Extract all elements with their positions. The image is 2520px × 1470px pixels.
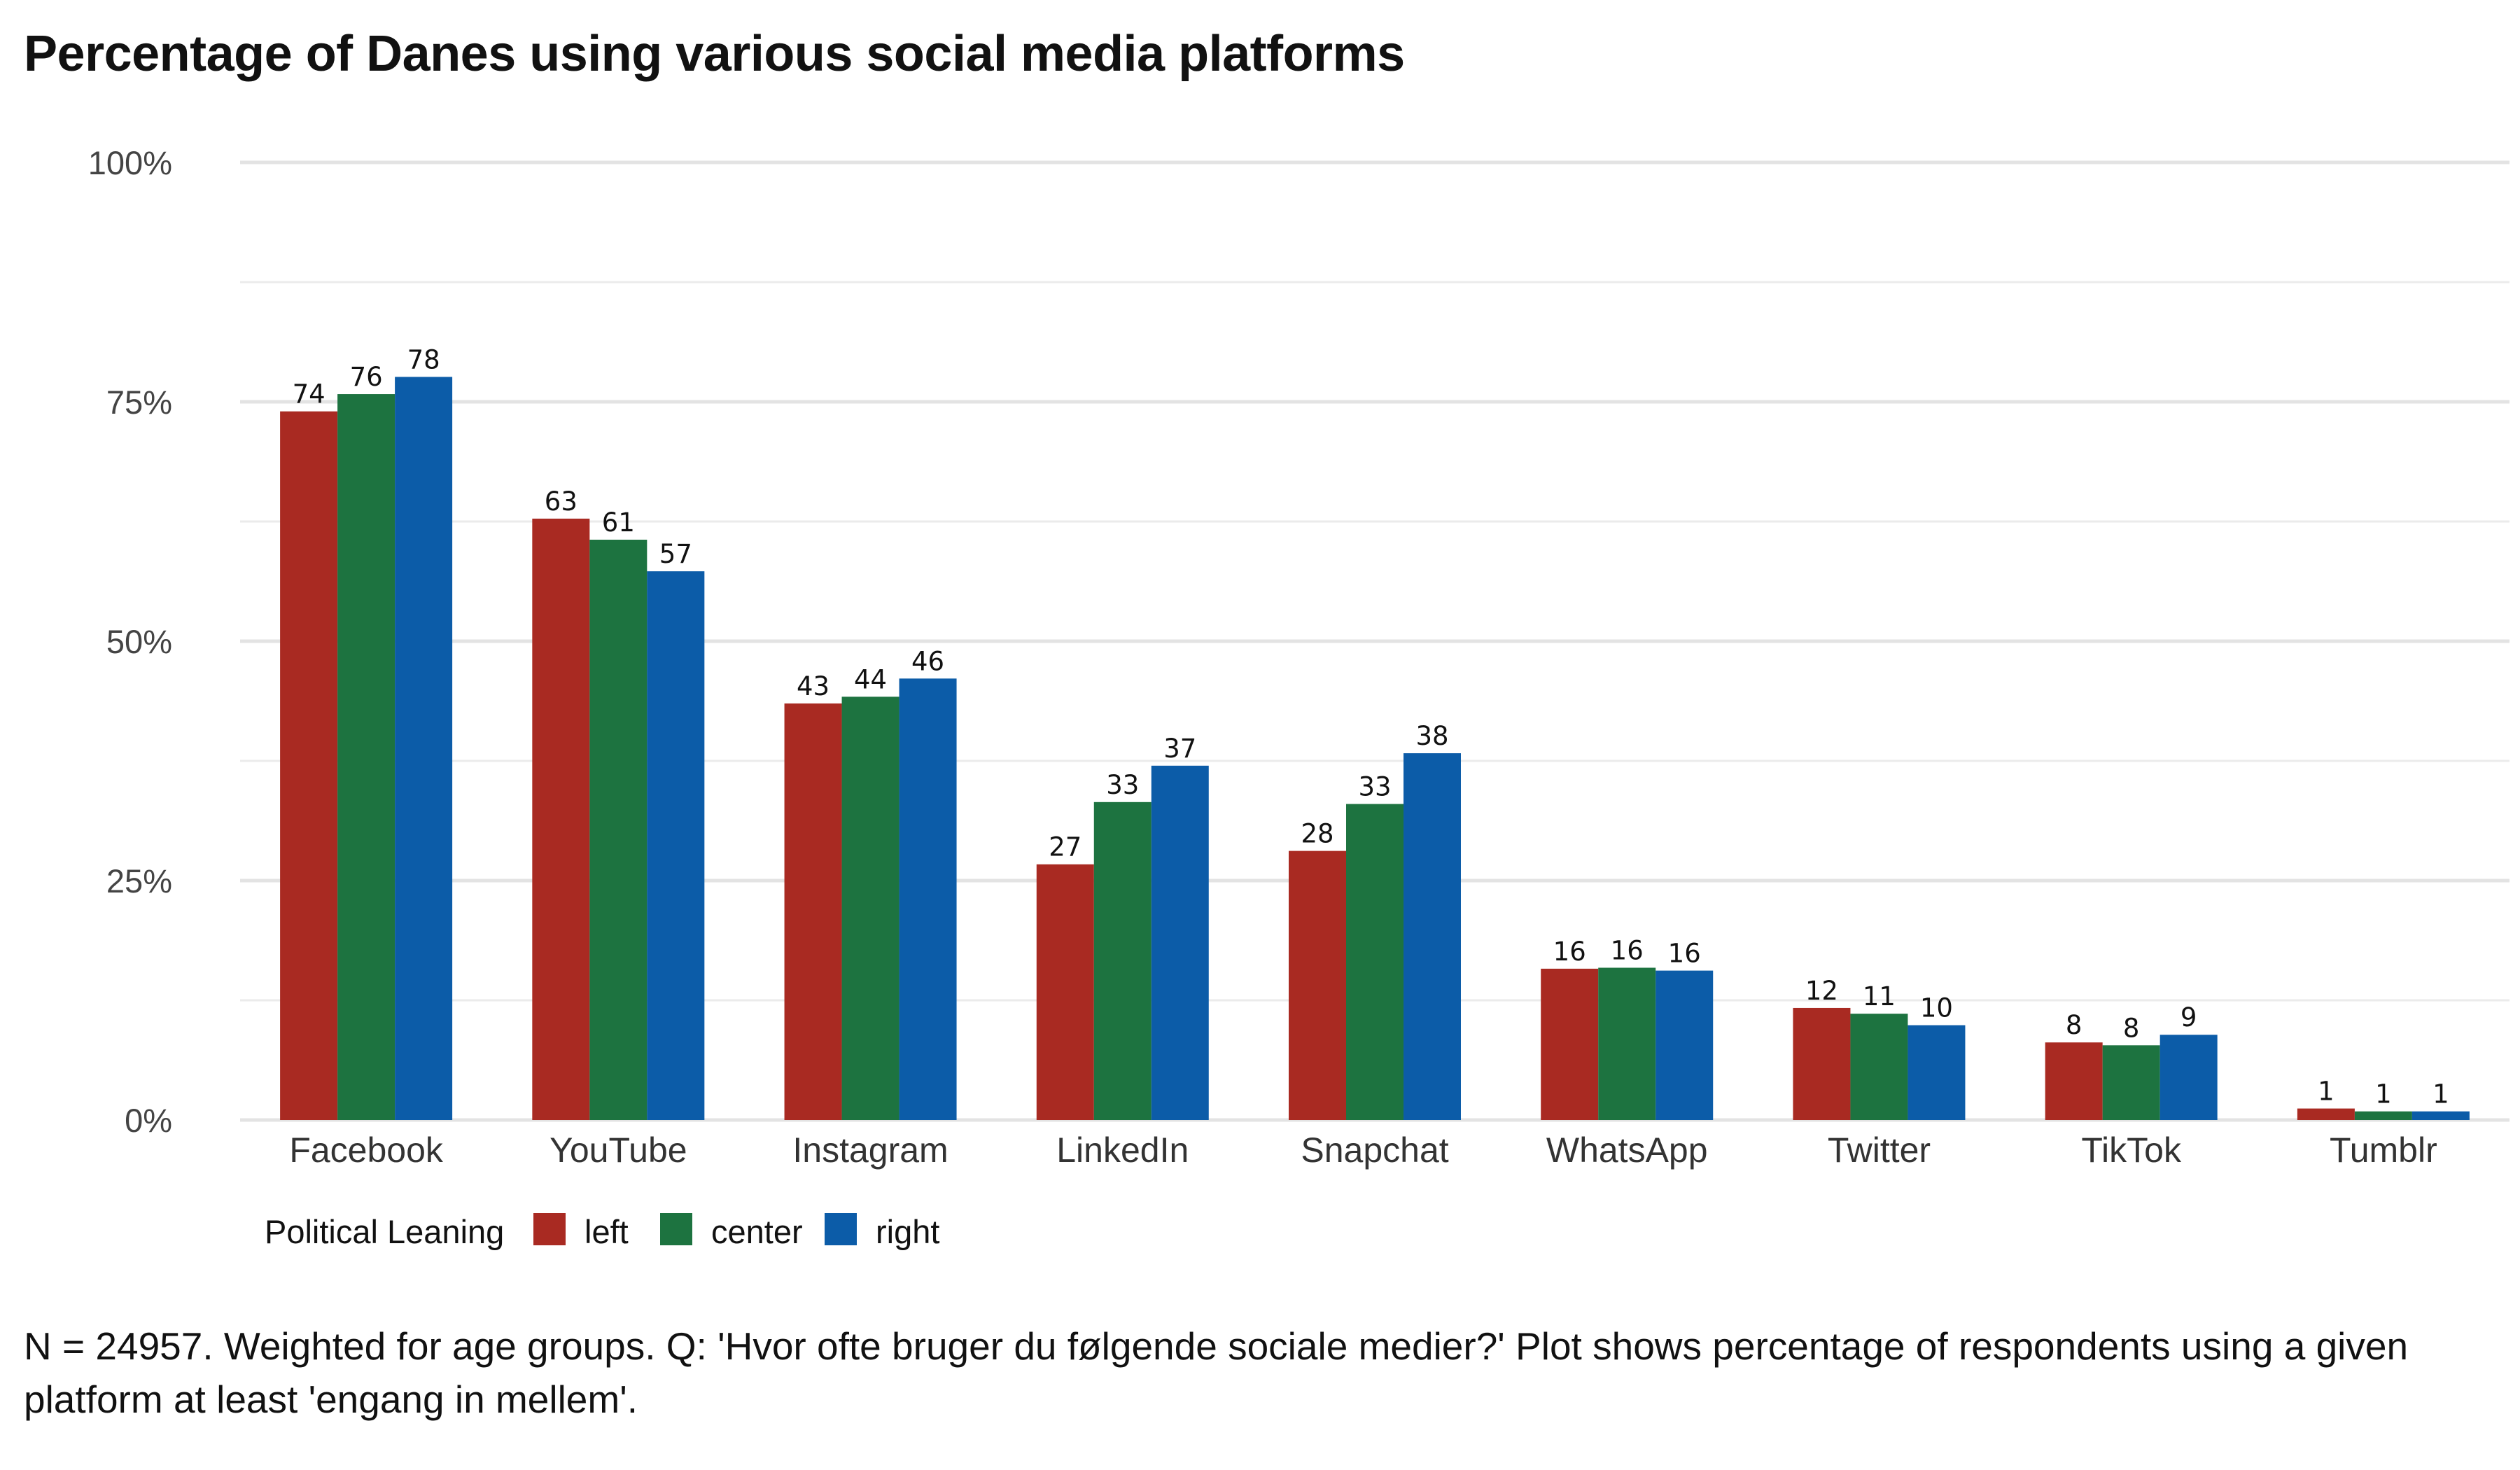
bar-center: [589, 539, 648, 1120]
data-label: 1: [2375, 1079, 2392, 1110]
legend-label-center: center: [711, 1213, 803, 1250]
x-tick-label: Snapchat: [1301, 1130, 1448, 1170]
y-tick-label: 0%: [125, 1102, 172, 1139]
bars: [280, 377, 2470, 1120]
bar-center: [2354, 1111, 2412, 1120]
x-tick-label: Twitter: [1828, 1130, 1931, 1170]
bar-left: [1036, 864, 1094, 1120]
bar-right: [395, 377, 453, 1120]
data-label: 61: [602, 507, 635, 538]
bar-right: [2160, 1035, 2218, 1120]
bar-left: [1541, 968, 1599, 1120]
bar-left: [2297, 1108, 2355, 1120]
legend-title: Political Leaning: [265, 1213, 504, 1250]
y-tick-label: 25%: [106, 862, 172, 899]
bar-right: [1404, 753, 1461, 1120]
data-label: 33: [1358, 772, 1391, 802]
chart-caption: N = 24957. Weighted for age groups. Q: '…: [24, 1324, 2409, 1421]
bar-center: [1346, 804, 1404, 1120]
data-label: 27: [1049, 832, 1082, 862]
bar-center: [337, 394, 396, 1120]
x-tick-label: Tumblr: [2330, 1130, 2437, 1170]
bar-center: [1598, 967, 1656, 1120]
bar-center: [841, 696, 899, 1120]
y-tick-label: 50%: [106, 623, 172, 660]
data-label: 28: [1301, 819, 1334, 849]
bar-right: [647, 571, 705, 1120]
data-label: 16: [1553, 937, 1586, 967]
data-label: 63: [545, 486, 578, 517]
x-tick-label: LinkedIn: [1056, 1130, 1189, 1170]
bar-right: [899, 678, 957, 1120]
data-label: 1: [2432, 1079, 2449, 1110]
y-tick-label: 75%: [106, 384, 172, 421]
data-label: 16: [1668, 939, 1701, 969]
x-tick-label: TikTok: [2081, 1130, 2182, 1170]
data-label: 33: [1106, 770, 1139, 800]
data-label: 1: [2318, 1077, 2334, 1107]
x-tick-label: Instagram: [792, 1130, 948, 1170]
bar-right: [1151, 765, 1209, 1120]
bar-left: [2045, 1042, 2103, 1120]
bar-center: [2102, 1045, 2160, 1120]
legend-swatch-left: [533, 1213, 566, 1245]
chart-title: Percentage of Danes using various social…: [24, 26, 1405, 82]
bar-right: [2412, 1111, 2470, 1120]
bar-right: [1907, 1025, 1966, 1120]
data-label: 44: [854, 664, 887, 694]
legend-label-left: left: [584, 1213, 629, 1250]
bar-left: [532, 518, 590, 1120]
x-tick-label: YouTube: [550, 1130, 687, 1170]
data-label: 46: [911, 646, 944, 676]
data-label: 37: [1163, 734, 1196, 764]
bar-chart: 0% 25% 50% 75% 100% 74 76 78 63 61 57 43 44 46 27 33 37…: [88, 144, 2510, 1250]
data-label: 43: [797, 671, 830, 701]
bar-left: [280, 411, 338, 1120]
data-label: 38: [1415, 721, 1448, 751]
x-axis-ticks: Facebook YouTube Instagram LinkedIn Snapchat…: [289, 1130, 2437, 1170]
data-label: 8: [2123, 1013, 2140, 1043]
data-label: 76: [350, 362, 383, 392]
data-label: 10: [1920, 993, 1953, 1023]
bar-center: [1850, 1014, 1908, 1120]
legend-label-right: right: [876, 1213, 939, 1250]
data-label: 8: [2066, 1010, 2082, 1040]
y-tick-label: 100%: [88, 144, 172, 181]
data-label: 9: [2180, 1002, 2197, 1032]
data-label: 78: [407, 344, 440, 374]
bar-center: [1093, 802, 1152, 1120]
data-label: 12: [1805, 976, 1838, 1006]
legend-swatch-center: [660, 1213, 692, 1245]
bar-left: [1793, 1007, 1851, 1120]
bar-right: [1656, 970, 1714, 1120]
legend-swatch-right: [825, 1213, 857, 1245]
data-label: 16: [1611, 935, 1644, 965]
x-tick-label: Facebook: [289, 1130, 444, 1170]
bar-left: [784, 703, 842, 1120]
data-label: 57: [659, 539, 692, 569]
bar-left: [1289, 850, 1346, 1120]
x-tick-label: WhatsApp: [1546, 1130, 1708, 1170]
data-label: 11: [1863, 981, 1896, 1011]
data-label: 74: [293, 379, 326, 410]
legend: Political Leaning left center right: [265, 1213, 939, 1250]
y-axis-ticks: 0% 25% 50% 75% 100%: [88, 144, 172, 1139]
